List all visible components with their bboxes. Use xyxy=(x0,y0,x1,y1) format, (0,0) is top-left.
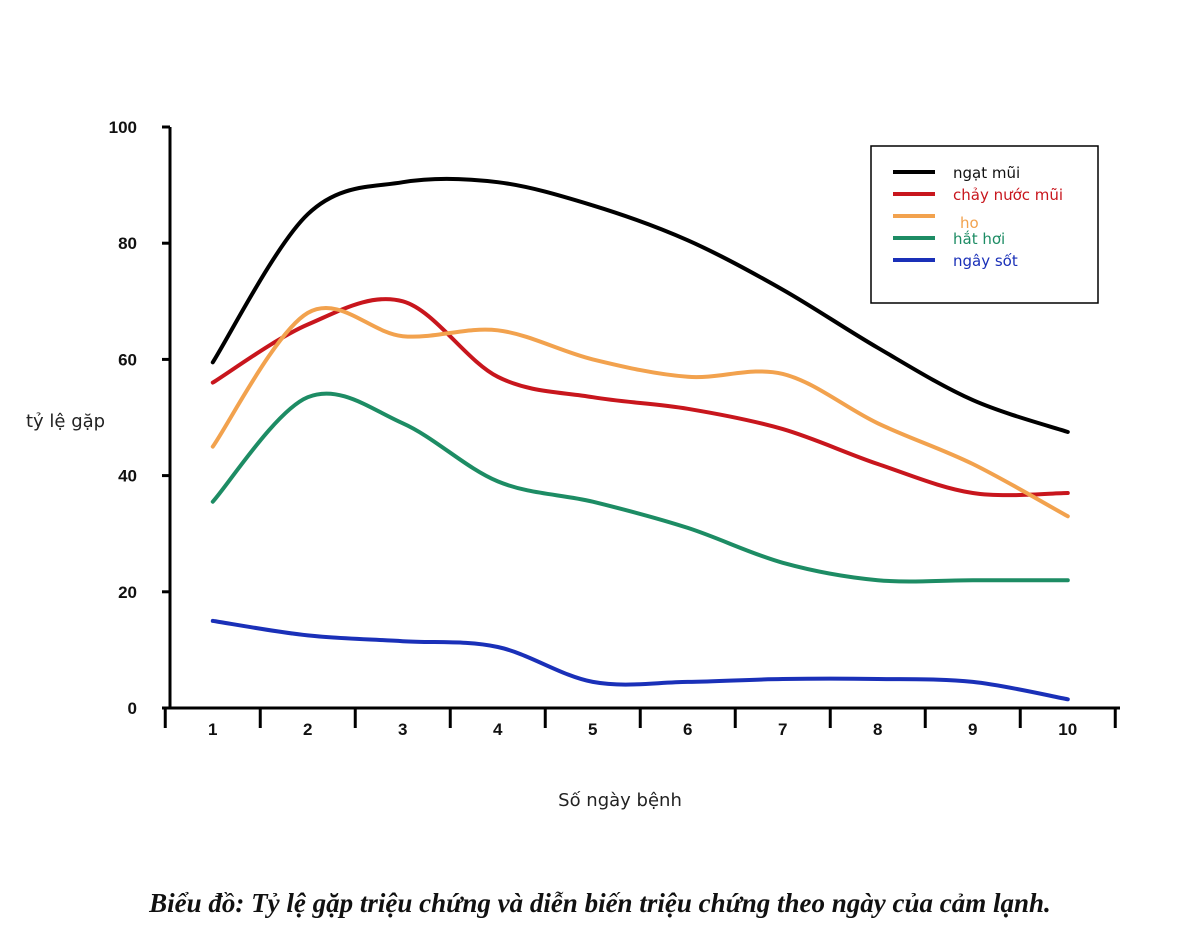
legend-label: chảy nước mũi xyxy=(953,186,1063,204)
x-axis-title: Số ngày bệnh xyxy=(558,790,682,811)
x-tick-label: 5 xyxy=(588,720,597,739)
y-tick-label: 40 xyxy=(118,467,137,486)
series-lines xyxy=(210,176,1070,702)
x-tick-label: 3 xyxy=(398,720,407,739)
y-tick-label: 80 xyxy=(118,234,137,253)
x-tick-label: 1 xyxy=(208,720,217,739)
legend-label: ngạt mũi xyxy=(953,164,1020,182)
legend-label: hắt hơi xyxy=(953,230,1005,248)
y-tick-label: 20 xyxy=(118,583,137,602)
legend-label: ho xyxy=(960,214,979,232)
x-tick-label: 4 xyxy=(493,720,503,739)
chart-caption: Biểu đồ: Tỷ lệ gặp triệu chứng và diễn b… xyxy=(149,888,1051,918)
x-tick-label: 6 xyxy=(683,720,692,739)
x-tick-label: 2 xyxy=(303,720,312,739)
axes xyxy=(168,127,1120,710)
x-ticks: 1 2 3 4 5 6 7 8 9 10 xyxy=(163,708,1117,739)
series-line-5 xyxy=(210,618,1070,702)
series-line-1 xyxy=(210,176,1070,434)
chart: 0 20 40 60 80 100 1 2 3 4 5 6 7 8 9 10 tỷ lệ gặp Số ng… xyxy=(26,118,1120,811)
y-axis-title: tỷ lệ gặp xyxy=(26,411,105,432)
x-tick-label: 9 xyxy=(968,720,977,739)
y-tick-label: 60 xyxy=(118,350,137,369)
x-tick-label: 10 xyxy=(1058,720,1077,739)
series-line-3 xyxy=(210,305,1070,519)
legend-label: ngây sốt xyxy=(953,252,1018,270)
y-ticks: 0 20 40 60 80 100 xyxy=(109,118,170,718)
x-tick-label: 8 xyxy=(873,720,882,739)
y-tick-label: 0 xyxy=(128,699,137,718)
y-tick-label: 100 xyxy=(109,118,137,137)
series-line-2 xyxy=(210,297,1070,498)
x-tick-label: 7 xyxy=(778,720,787,739)
series-line-4 xyxy=(210,391,1070,584)
